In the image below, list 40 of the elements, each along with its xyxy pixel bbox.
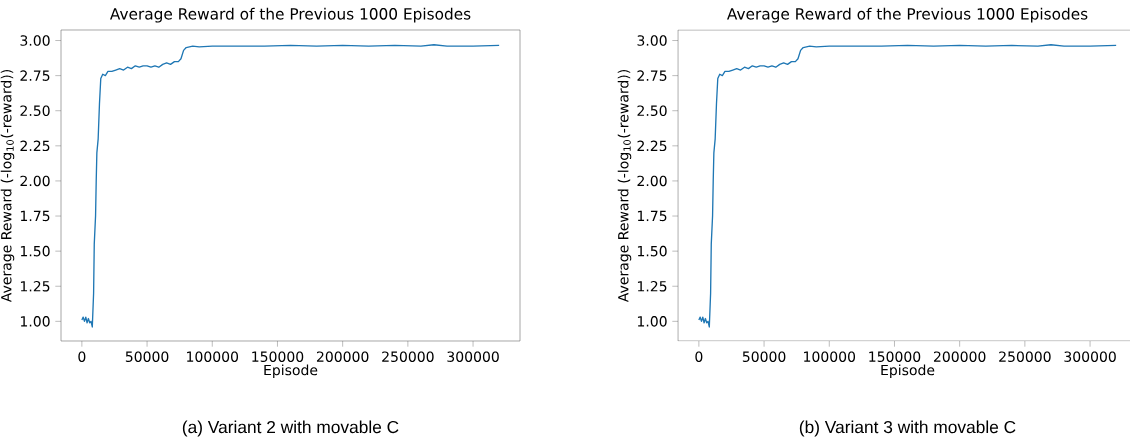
x-tick-label: 200000	[316, 351, 369, 362]
x-tick-label: 150000	[869, 351, 921, 362]
x-tick-label: 100000	[187, 351, 239, 362]
y-tick-label: 1.50	[20, 245, 50, 257]
y-tick-label: 1.25	[637, 280, 667, 292]
y-tick-label: 1.00	[637, 316, 667, 327]
text: (b) Variant 3 with movable C	[799, 420, 1016, 437]
chart-title: Average Reward of the Previous 1000 Episodes	[109, 7, 471, 23]
x-tick-label: 150000	[252, 351, 304, 362]
x-tick-label: 300000	[447, 351, 499, 362]
x-tick-label: 50000	[742, 351, 786, 362]
y-tick-label: 2.50	[20, 105, 50, 117]
y-tick-label: 1.25	[20, 280, 50, 292]
x-tick-label: 50000	[125, 351, 169, 362]
y-tick-label: 2.00	[20, 175, 50, 187]
y-tick-label: 2.00	[637, 175, 667, 187]
y-tick-label: 1.75	[637, 210, 667, 222]
y-tick-label: 1.75	[20, 210, 50, 222]
text: (a) Variant 2 with movable C	[182, 420, 399, 437]
y-tick-label: 2.50	[637, 105, 667, 117]
y-tick-label: 3.00	[20, 35, 50, 46]
x-tick-label: 300000	[1064, 351, 1116, 362]
chart-title: Average Reward of the Previous 1000 Episodes	[726, 7, 1088, 23]
x-tick-label: 250000	[382, 351, 434, 362]
x-axis-title: Episode	[264, 364, 318, 379]
y-tick-label: 1.50	[637, 245, 667, 257]
x-tick-label: 0	[78, 351, 86, 362]
y-tick-label: 1.00	[20, 316, 50, 327]
x-axis-title: Episode	[881, 364, 935, 379]
y-tick-label: 2.25	[20, 140, 50, 152]
x-tick-label: 250000	[999, 351, 1051, 362]
x-tick-label: 0	[695, 351, 703, 362]
y-tick-label: 3.00	[637, 35, 667, 46]
x-tick-label: 100000	[804, 351, 856, 362]
y-tick-label: 2.25	[637, 140, 667, 152]
y-axis-title: Average Reward (-log$_{10}$(-reward))	[0, 69, 15, 303]
x-tick-label: 200000	[933, 351, 986, 362]
y-tick-label: 2.75	[637, 70, 667, 81]
y-tick-label: 2.75	[20, 70, 50, 81]
y-axis-title: Average Reward (-log$_{10}$(-reward))	[617, 69, 632, 303]
